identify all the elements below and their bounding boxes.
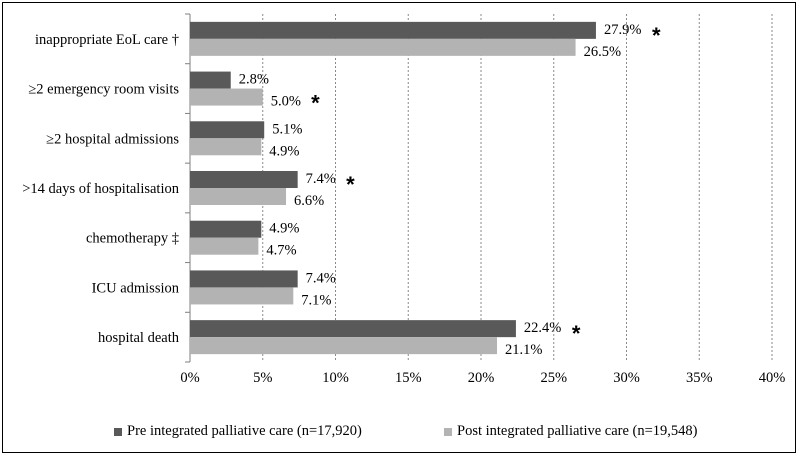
category-label: inappropriate EoL care †: [35, 32, 179, 48]
data-label: 26.5%: [584, 44, 621, 60]
x-tick-label: 5%: [253, 370, 272, 386]
category-label: hospital death: [98, 330, 180, 346]
bar-pre: [190, 171, 298, 188]
bar-post: [190, 188, 287, 205]
data-label: 6.6%: [294, 193, 324, 209]
x-tick-label: 0%: [180, 370, 199, 386]
bar-pre: [190, 71, 231, 89]
bar-post: [190, 38, 576, 56]
category-label: ≥2 emergency room visits: [28, 82, 179, 98]
category-label: ICU admission: [92, 280, 180, 296]
category-label: >14 days of hospitalisation: [22, 181, 180, 197]
data-label: 7.4%: [306, 171, 336, 187]
bar-post: [190, 88, 263, 106]
bar-post: [190, 237, 259, 255]
significance-marker: *: [311, 91, 320, 116]
legend-label-post: Post integrated palliative care (n=19,54…: [457, 423, 698, 439]
x-tick-label: 15%: [395, 370, 422, 386]
x-tick-label: 20%: [468, 370, 495, 386]
data-label: 21.1%: [505, 342, 542, 358]
data-label: 2.8%: [239, 72, 269, 88]
data-label: 5.1%: [272, 121, 302, 137]
bar-pre: [190, 320, 516, 338]
legend-label-pre: Pre integrated palliative care (n=17,920…: [127, 423, 362, 439]
data-label: 4.9%: [269, 143, 299, 159]
x-tick-label: 25%: [540, 370, 567, 386]
legend-swatch-post: [444, 427, 452, 436]
category-label: chemotherapy ‡: [86, 231, 179, 247]
category-label: ≥2 hospital admissions: [46, 131, 179, 147]
data-label: 7.1%: [301, 292, 331, 308]
bar-pre: [190, 21, 596, 39]
data-label: 4.7%: [266, 243, 296, 259]
x-tick-label: 10%: [322, 370, 349, 386]
data-label: 5.0%: [271, 94, 301, 110]
bar-pre: [190, 121, 265, 139]
legend-item-post: Post integrated palliative care (n=19,54…: [444, 423, 698, 440]
legend: Pre integrated palliative care (n=17,920…: [0, 420, 800, 444]
bar-pre: [190, 220, 262, 238]
data-label: 22.4%: [524, 320, 561, 336]
legend-item-pre: Pre integrated palliative care (n=17,920…: [114, 423, 362, 440]
legend-swatch-pre: [114, 427, 122, 436]
chart-frame: [2, 2, 796, 453]
x-tick-label: 40%: [759, 370, 786, 386]
significance-marker: *: [652, 23, 661, 48]
significance-marker: *: [346, 172, 355, 197]
significance-marker: *: [572, 321, 581, 346]
data-label: 7.4%: [306, 270, 336, 286]
bar-post: [190, 138, 262, 156]
x-tick-label: 35%: [686, 370, 713, 386]
bar-post: [190, 287, 294, 305]
data-label: 27.9%: [604, 22, 641, 38]
bar-post: [190, 337, 498, 355]
bar-pre: [190, 270, 298, 288]
x-tick-label: 30%: [613, 370, 640, 386]
bar-chart: 0% 5% 10% 15% 20% 25% 30% 35% 40% inappropriate E…: [22, 13, 786, 386]
data-label: 4.9%: [269, 221, 299, 237]
